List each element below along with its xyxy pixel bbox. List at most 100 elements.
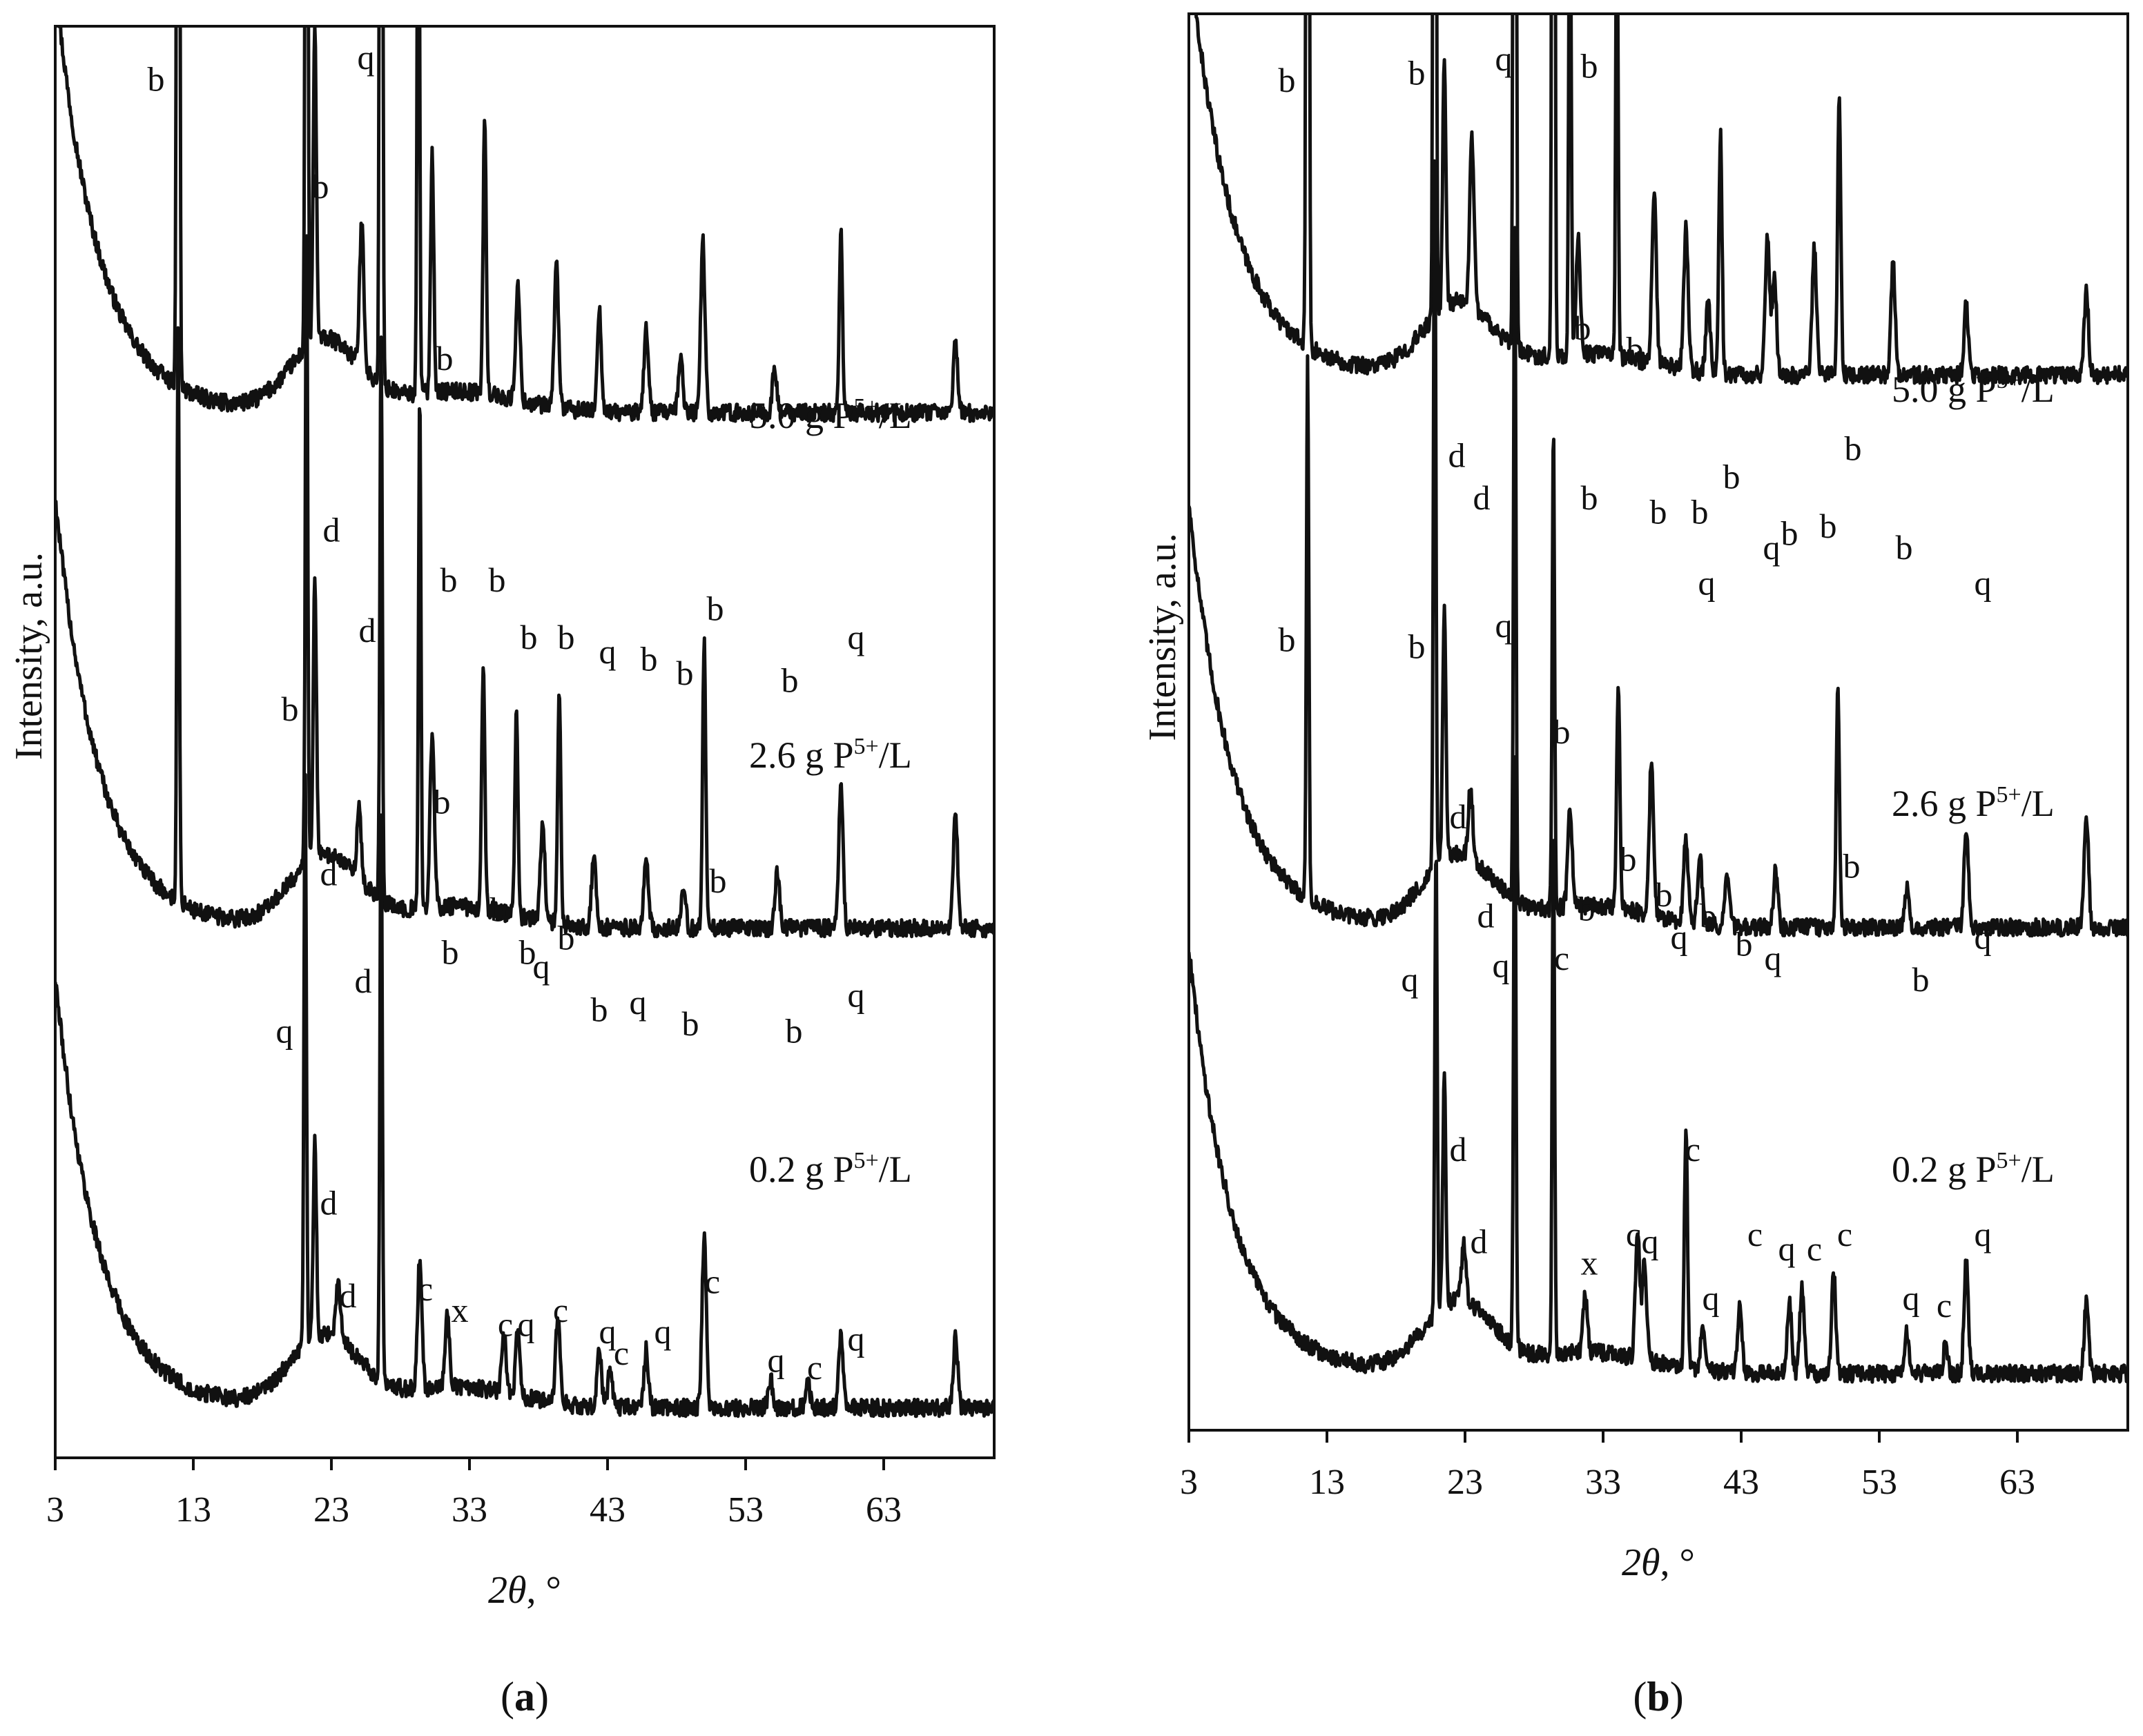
peak-label: b [1408,54,1426,92]
x-tick-label: 13 [1309,1463,1345,1502]
trace-line [55,234,994,939]
peak-label: b [1279,61,1296,99]
peak-label: b [442,933,459,971]
peak-label: b [1781,514,1798,553]
peak-label: d [359,611,376,650]
peak-label: b [519,933,536,971]
x-tick-label: 53 [1861,1463,1897,1502]
peak-label: d [1473,478,1491,517]
peak-label: b [521,618,538,656]
peak-label: b [1279,620,1296,659]
peak-label: q [848,976,865,1015]
peak-label: d [1471,1222,1488,1261]
peak-label: b [312,167,329,206]
series-label: 5.0 g P5+/L [1892,368,2055,410]
peak-label: q [1493,946,1510,984]
peak-label: q [533,947,550,986]
series-label: 0.2 g P5+/L [1892,1148,2055,1190]
series-label: 0.2 g P5+/L [749,1148,912,1190]
x-tick-label: 33 [1585,1463,1621,1502]
peak-label: x [1581,1243,1598,1282]
peak-label: q [1975,563,1992,602]
peak-label: c [1554,939,1569,977]
peak-label: q [1642,1222,1659,1261]
peak-label: b [1656,875,1673,914]
peak-label: b [786,1012,803,1051]
peak-label: b [1553,712,1571,751]
series-label: 2.6 g P5+/L [749,734,912,776]
peak-label: b [1578,889,1596,928]
peak-label: q [1778,1229,1796,1268]
trace-line [1194,14,2128,385]
peak-label: b [1650,493,1667,531]
peak-label: d [1450,797,1467,836]
peak-label: b [1581,46,1598,85]
peak-label: q [654,1312,672,1351]
panel-label: (b) [1633,1674,1683,1719]
peak-label: b [1896,528,1913,567]
series-label: 5.0 g P5+/L [749,394,912,436]
peak-label: b [434,783,451,821]
peak-label: b [558,919,575,957]
peak-label: b [436,339,454,378]
x-tick-label: 63 [1999,1463,2035,1502]
peak-label: b [1845,429,1862,467]
peak-label: q [1975,1215,1992,1254]
peak-label: b [682,1004,699,1043]
peak-label: d [1448,436,1466,475]
peak-label: c [1937,1286,1952,1325]
peak-label: b [490,890,507,928]
peak-label: c [1807,1229,1822,1268]
plot-frame [54,25,996,1459]
peak-label: b [440,560,458,599]
x-tick-label: 3 [1180,1463,1198,1502]
peak-label: c [553,1291,568,1329]
trace-line [57,26,994,423]
peak-label: q [358,38,375,77]
series-label: 2.6 g P5+/L [1892,782,2055,824]
peak-label: b [148,59,165,98]
peak-label: b [782,661,799,699]
trace-line [1189,755,2128,1384]
peak-label: q [599,632,617,671]
peak-label: d [320,1183,338,1222]
peak-label: q [599,1312,617,1351]
peak-label: b [677,654,694,692]
plot-frame [1187,12,2129,1432]
peak-label: q [276,1012,293,1051]
peak-label: d [323,511,340,549]
x-tick-label: 43 [590,1490,626,1530]
peak-label: c [1685,1130,1700,1169]
peak-label: x [452,1291,469,1329]
peak-label: b [1723,457,1740,496]
peak-label: q [1903,1279,1920,1318]
peak-label: b [1700,897,1717,935]
peak-label: q [848,1319,865,1358]
peak-label: b [1408,627,1426,666]
peak-label: b [641,639,658,678]
peak-label: c [418,1269,433,1308]
peak-label: q [1495,606,1513,645]
peak-label: d [1450,1130,1467,1169]
peak-label: b [1912,960,1930,999]
x-axis-title: 2θ, ° [1622,1541,1695,1584]
peak-label: b [1620,839,1637,878]
peak-label: c [498,1305,513,1344]
x-tick-label: 3 [46,1490,64,1530]
peak-label: b [558,618,575,656]
peak-label: d [355,962,372,1000]
trace-line [55,772,994,1418]
peak-label: q [1765,939,1782,977]
peak-label: b [1574,309,1591,347]
peak-label: b [1691,493,1709,531]
peak-label: q [1402,960,1419,999]
traces [55,26,994,1418]
peak-label: q [1698,563,1716,602]
peak-label: c [705,1262,720,1300]
peak-label: b [1581,478,1598,517]
peak-label: c [1747,1215,1763,1254]
peak-label: q [1495,39,1513,78]
